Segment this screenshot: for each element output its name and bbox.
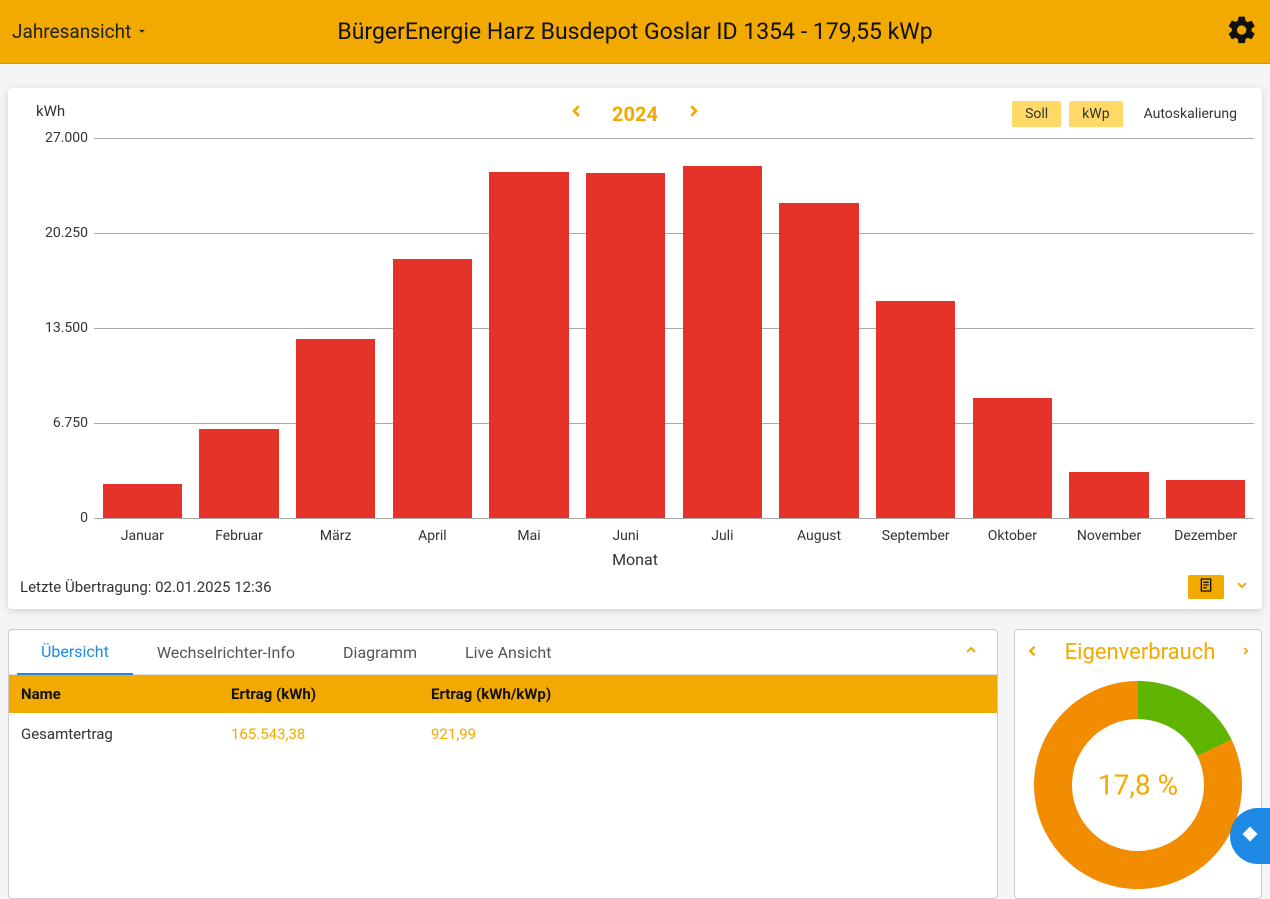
donut-chart: 17,8 % — [1028, 675, 1248, 895]
x-tick-label: Dezember — [1157, 528, 1254, 544]
x-tick-label: August — [771, 528, 868, 544]
overview-table-card: Übersicht Wechselrichter-Info Diagramm L… — [8, 629, 998, 899]
bar-slot — [674, 138, 771, 518]
gear-icon — [1226, 14, 1258, 50]
bar-slot — [771, 138, 868, 518]
x-tick-label: Oktober — [964, 528, 1061, 544]
bar-slot — [384, 138, 481, 518]
donut-percent-label: 17,8 % — [1098, 769, 1178, 802]
donut-segment — [1138, 681, 1232, 756]
table-header-name: Name — [21, 685, 231, 703]
cell-yield-kwh: 165.543,38 — [231, 725, 431, 743]
expand-chart-button[interactable] — [1234, 577, 1250, 598]
bar[interactable] — [489, 172, 568, 518]
y-tick-label: 0 — [8, 510, 88, 526]
toggle-soll[interactable]: Soll — [1012, 101, 1061, 127]
yearly-chart-card: kWh 2024 Soll kWp Autoskalierung 0 6.750 1… — [8, 88, 1262, 609]
x-tick-label: Juli — [674, 528, 771, 544]
bar-chart-plot: 06.75013.50020.25027.000 JanuarFebruarMä… — [8, 138, 1262, 548]
table-header-row: Name Ertrag (kWh) Ertrag (kWh/kWp) — [9, 675, 997, 713]
cell-name: Gesamtertrag — [21, 725, 231, 743]
bar-slot — [94, 138, 191, 518]
donut-title: Eigenverbrauch — [1065, 640, 1216, 665]
y-tick-label: 13.500 — [8, 320, 88, 336]
bar-slot — [191, 138, 288, 518]
donut-next-button[interactable] — [1237, 641, 1255, 665]
bar-slot — [1157, 138, 1254, 518]
table-row: Gesamtertrag 165.543,38 921,99 — [9, 713, 997, 755]
x-tick-label: Juni — [577, 528, 674, 544]
export-button[interactable] — [1188, 575, 1224, 599]
tab-diagram[interactable]: Diagramm — [319, 631, 441, 674]
bar[interactable] — [1166, 480, 1245, 518]
bar[interactable] — [103, 484, 182, 518]
x-tick-label: April — [384, 528, 481, 544]
x-tick-label: November — [1061, 528, 1158, 544]
next-year-button[interactable] — [686, 101, 702, 127]
app-header: Jahresansicht BürgerEnergie Harz Busdepo… — [0, 0, 1270, 64]
cell-yield-kwhkwp: 921,99 — [431, 725, 985, 743]
table-header-yield-kwh: Ertrag (kWh) — [231, 685, 431, 703]
tab-overview[interactable]: Übersicht — [17, 630, 133, 675]
bar-slot — [867, 138, 964, 518]
bar-slot — [287, 138, 384, 518]
bar-slot — [577, 138, 674, 518]
bar[interactable] — [586, 173, 665, 518]
bar-slot — [1061, 138, 1158, 518]
self-consumption-card: Eigenverbrauch 17,8 % — [1014, 629, 1262, 899]
diamond-icon — [1240, 824, 1260, 848]
bar[interactable] — [779, 203, 858, 518]
y-tick-label: 20.250 — [8, 225, 88, 241]
last-transfer-label: Letzte Übertragung: 02.01.2025 12:36 — [20, 578, 272, 596]
donut-prev-button[interactable] — [1021, 641, 1043, 665]
tab-inverter-info[interactable]: Wechselrichter-Info — [133, 631, 319, 674]
y-tick-label: 6.750 — [8, 415, 88, 431]
bar[interactable] — [973, 398, 1052, 518]
chart-top-row: kWh 2024 Soll kWp Autoskalierung — [8, 88, 1262, 130]
bar[interactable] — [393, 259, 472, 518]
bar[interactable] — [1069, 472, 1148, 518]
bar[interactable] — [683, 166, 762, 518]
toggle-kwp[interactable]: kWp — [1069, 101, 1122, 127]
chart-toggles: Soll kWp Autoskalierung — [1012, 101, 1250, 127]
export-icon — [1198, 577, 1214, 597]
collapse-table-button[interactable] — [953, 632, 989, 673]
x-tick-label: Mai — [481, 528, 578, 544]
bar-slot — [964, 138, 1061, 518]
view-dropdown-label: Jahresansicht — [12, 20, 131, 43]
bar[interactable] — [296, 339, 375, 518]
view-dropdown[interactable]: Jahresansicht — [12, 20, 149, 43]
tab-bar: Übersicht Wechselrichter-Info Diagramm L… — [9, 630, 997, 675]
table-header-yield-kwhkwp: Ertrag (kWh/kWp) — [431, 685, 985, 703]
donut-header: Eigenverbrauch — [1015, 630, 1261, 675]
chart-footer: Letzte Übertragung: 02.01.2025 12:36 — [8, 569, 1262, 601]
year-navigation: 2024 — [568, 101, 702, 127]
y-tick-label: 27.000 — [8, 130, 88, 146]
prev-year-button[interactable] — [568, 101, 584, 127]
bar[interactable] — [876, 301, 955, 518]
tab-live-view[interactable]: Live Ansicht — [441, 631, 575, 674]
settings-button[interactable] — [1226, 14, 1258, 50]
bar-slot — [481, 138, 578, 518]
gridline — [94, 518, 1254, 519]
toggle-autoscale[interactable]: Autoskalierung — [1131, 101, 1250, 127]
page-title: BürgerEnergie Harz Busdepot Goslar ID 13… — [337, 18, 932, 45]
x-tick-label: März — [287, 528, 384, 544]
bar[interactable] — [199, 429, 278, 518]
x-axis-title: Monat — [8, 550, 1262, 569]
x-tick-label: Februar — [191, 528, 288, 544]
chevron-down-icon — [135, 20, 149, 43]
x-tick-label: September — [867, 528, 964, 544]
current-year-label: 2024 — [612, 102, 658, 126]
x-tick-label: Januar — [94, 528, 191, 544]
y-axis-unit: kWh — [36, 102, 65, 120]
lower-panels: Übersicht Wechselrichter-Info Diagramm L… — [8, 629, 1262, 899]
